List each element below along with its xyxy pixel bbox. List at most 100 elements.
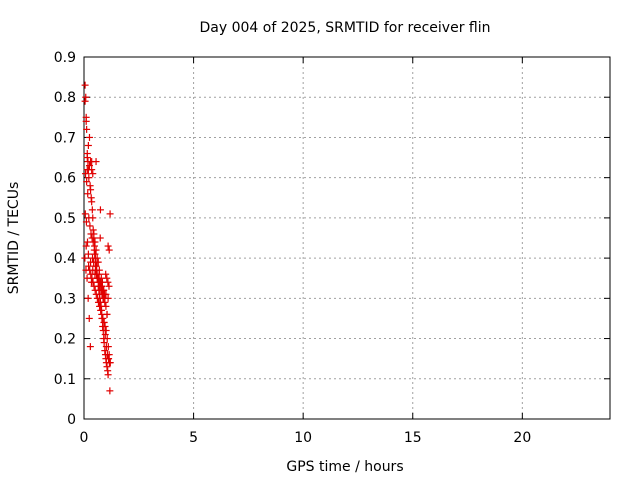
data-point [84,250,92,258]
data-point [85,314,93,322]
data-point [103,274,111,282]
data-point [95,278,103,286]
data-point [93,274,101,282]
data-point [104,343,112,351]
data-point [87,278,95,286]
data-point [86,343,94,351]
data-point [101,331,109,339]
data-point [100,339,108,347]
data-point [82,266,90,274]
data-point [103,363,111,371]
data-point [87,186,95,194]
data-point [104,371,112,379]
data-point [89,254,97,262]
data-point [85,162,93,170]
y-tick-label: 0.2 [54,332,76,348]
data-point [82,242,90,250]
data-point [102,270,110,278]
y-tick-label: 0 [67,412,76,428]
data-point [87,258,95,266]
data-point [101,347,109,355]
x-tick-label: 0 [80,430,89,446]
data-point [106,210,114,218]
data-point [86,222,94,230]
data-point [101,294,109,302]
data-point [105,355,113,363]
data-point [106,387,114,395]
data-point [84,238,92,246]
data-point [85,174,93,182]
data-point [81,97,89,105]
data-point [83,166,91,174]
data-point [88,198,96,206]
data-point [100,286,108,294]
y-tick-label: 0.6 [54,171,76,187]
data-point [104,278,112,286]
y-tick-label: 0.8 [54,90,76,106]
data-point [85,262,93,270]
data-point [84,141,92,149]
data-point [85,214,93,222]
data-point [81,210,89,218]
data-point [97,306,105,314]
data-point [105,282,113,290]
x-tick-label: 5 [189,430,198,446]
data-point [102,302,110,310]
data-point [103,310,111,318]
data-point [82,93,90,101]
data-point [89,170,97,178]
y-tick-label: 0.3 [54,291,76,307]
data-point [89,266,97,274]
data-point [96,234,104,242]
data-point [92,158,100,166]
data-point [96,206,104,214]
data-point [84,190,92,198]
data-point [93,258,101,266]
data-point [98,282,106,290]
data-point [83,150,91,158]
data-point [87,230,95,238]
data-point [101,322,109,330]
data-point [84,294,92,302]
y-tick-label: 0.5 [54,211,76,227]
x-tick-label: 20 [513,430,531,446]
data-point [103,335,111,343]
data-point [82,170,90,178]
data-point [88,206,96,214]
data-point [102,327,110,335]
data-point [103,351,111,359]
data-point [88,234,96,242]
data-point [90,282,98,290]
data-point [92,290,100,298]
x-tick-label: 15 [404,430,422,446]
y-tick-label: 0.4 [54,251,76,267]
data-point [100,318,108,326]
data-point [91,250,99,258]
data-point [82,218,90,226]
data-point [83,125,91,133]
y-tick-label: 0.9 [54,50,76,66]
data-point [91,270,99,278]
data-point [105,246,113,254]
data-point [96,302,104,310]
x-tick-label: 10 [294,430,312,446]
data-point [104,242,112,250]
data-point [82,117,90,125]
data-point [99,314,107,322]
data-point [91,286,99,294]
chart-title: Day 004 of 2025, SRMTID for receiver fli… [200,20,491,36]
data-point [81,81,89,89]
x-axis-label: GPS time / hours [286,459,403,475]
data-point [105,359,113,367]
data-point [89,226,97,234]
data-points [81,81,114,395]
axis-ticks: 0 0.1 0.2 0.3 0.4 0.5 0.6 0.7 0.8 0.9 0 5 10 15 20 [54,50,610,446]
data-point [102,290,110,298]
y-tick-label: 0.7 [54,130,76,146]
data-point [94,298,102,306]
data-point [93,294,101,302]
y-tick-label: 0.1 [54,372,76,388]
data-point [81,254,89,262]
data-point [83,178,91,186]
